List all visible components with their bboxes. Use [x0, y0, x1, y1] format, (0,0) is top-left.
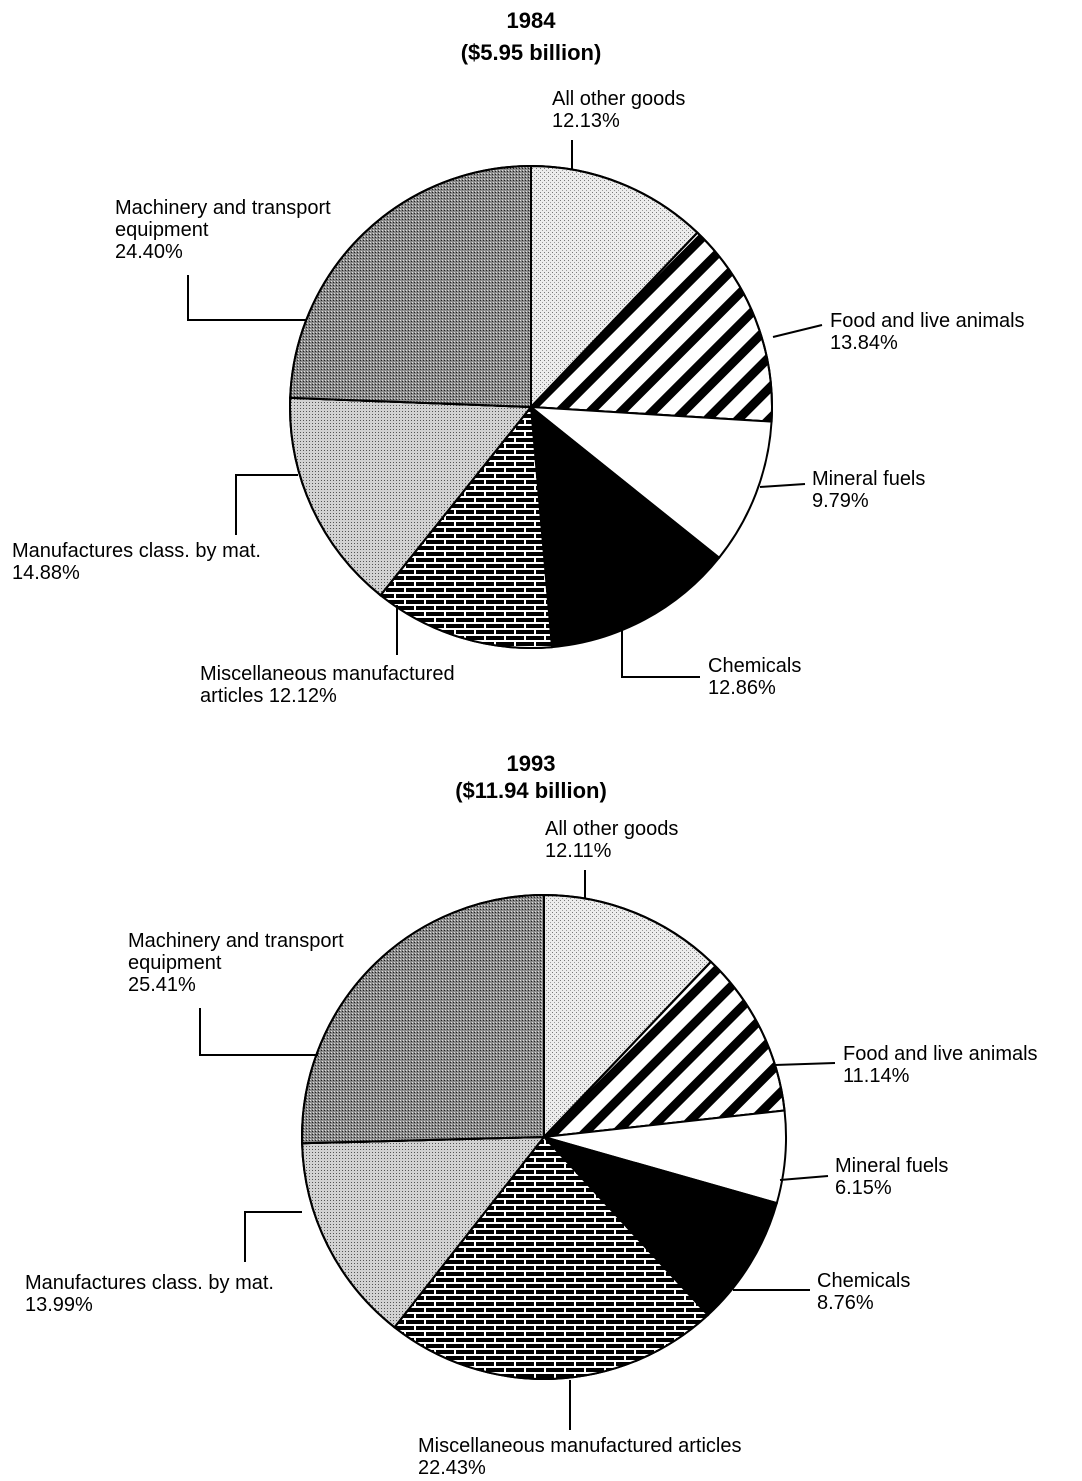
value-label: 13.99% — [25, 1294, 93, 1316]
category-name: Miscellaneous manufactured articles — [200, 663, 455, 707]
chart-title: 1984 — [331, 8, 731, 34]
slice-pattern — [301, 893, 545, 1145]
slice-pattern — [543, 893, 713, 1140]
slice-label: Chemicals 12.86% — [708, 655, 908, 699]
leader-line — [187, 275, 307, 321]
leader-line — [772, 324, 823, 338]
slice-pattern — [301, 1135, 547, 1329]
value-label: 25.41% — [128, 974, 196, 996]
value-label: 24.40% — [115, 241, 183, 263]
category-name: Manufactures class. by mat. — [12, 540, 261, 562]
category-name: Mineral fuels — [812, 468, 926, 490]
leader-line — [621, 625, 700, 678]
slice-label: Miscellaneous manufactured articles 12.1… — [200, 663, 520, 707]
category-name: Machinery and transport equipment — [128, 930, 344, 974]
title: 1984 — [506, 8, 556, 33]
slice-pattern — [289, 164, 532, 409]
slice-label: Manufactures class. by mat. 13.99% — [25, 1272, 355, 1316]
leader-line — [235, 474, 298, 535]
slice — [527, 405, 773, 560]
slice-label: Miscellaneous manufactured articles 22.4… — [418, 1435, 778, 1479]
value-label: 12.86% — [708, 677, 776, 699]
slice-pattern — [289, 396, 534, 597]
leader-line — [759, 483, 806, 488]
value-label: 12.12% — [268, 685, 337, 707]
slice-label: Mineral fuels 9.79% — [812, 468, 1012, 512]
slice — [529, 404, 721, 649]
chart-subtitle: ($5.95 billion) — [331, 40, 731, 66]
slice — [540, 1135, 779, 1317]
slice-label: Mineral fuels 6.15% — [835, 1155, 1035, 1199]
slice-pattern — [541, 960, 786, 1139]
slice-label: Machinery and transport equipment 24.40% — [115, 197, 390, 263]
leader-line — [774, 1062, 836, 1066]
category-name: Miscellaneous manufactured articles — [418, 1435, 742, 1457]
category-name: Chemicals — [817, 1270, 911, 1292]
chart-title: 1993 — [331, 751, 731, 777]
title: 1993 — [506, 751, 556, 776]
slice-label: Machinery and transport equipment 25.41% — [128, 930, 403, 996]
chart-subtitle: ($11.94 billion) — [331, 778, 731, 804]
leader-line — [779, 1175, 829, 1181]
value-label: 22.43% — [418, 1457, 486, 1479]
value-label: 9.79% — [812, 490, 869, 512]
category-name: Food and live animals — [843, 1043, 1038, 1065]
slice-label: Food and live animals 13.84% — [830, 310, 1082, 354]
value-label: 12.11% — [545, 840, 612, 862]
slice-label: All other goods 12.11% — [545, 818, 765, 862]
value-label: 6.15% — [835, 1177, 892, 1199]
value-label: 14.88% — [12, 562, 80, 584]
slice-label: Food and live animals 11.14% — [843, 1043, 1082, 1087]
slice-label: Manufactures class. by mat. 14.88% — [12, 540, 342, 584]
slice-label: Chemicals 8.76% — [817, 1270, 1017, 1314]
subtitle: ($5.95 billion) — [460, 40, 602, 65]
slice-pattern — [528, 231, 773, 423]
category-name: All other goods — [552, 88, 686, 110]
leader-line — [199, 1008, 318, 1056]
slice-pattern — [530, 164, 699, 410]
slice-label: All other goods 12.13% — [552, 88, 772, 132]
category-name: Manufactures class. by mat. — [25, 1272, 274, 1294]
value-label: 11.14% — [843, 1065, 910, 1087]
category-name: Chemicals — [708, 655, 802, 677]
value-label: 8.76% — [817, 1292, 874, 1314]
category-name: Mineral fuels — [835, 1155, 949, 1177]
slice-pattern — [393, 1135, 710, 1380]
value-label: 13.84% — [830, 332, 898, 354]
category-name: All other goods — [545, 818, 679, 840]
category-name: Food and live animals — [830, 310, 1025, 332]
category-name: Machinery and transport equipment — [115, 197, 331, 241]
subtitle: ($11.94 billion) — [455, 778, 607, 803]
slice-pattern — [379, 404, 554, 649]
value-label: 12.13% — [552, 110, 620, 132]
leader-line — [244, 1211, 302, 1262]
